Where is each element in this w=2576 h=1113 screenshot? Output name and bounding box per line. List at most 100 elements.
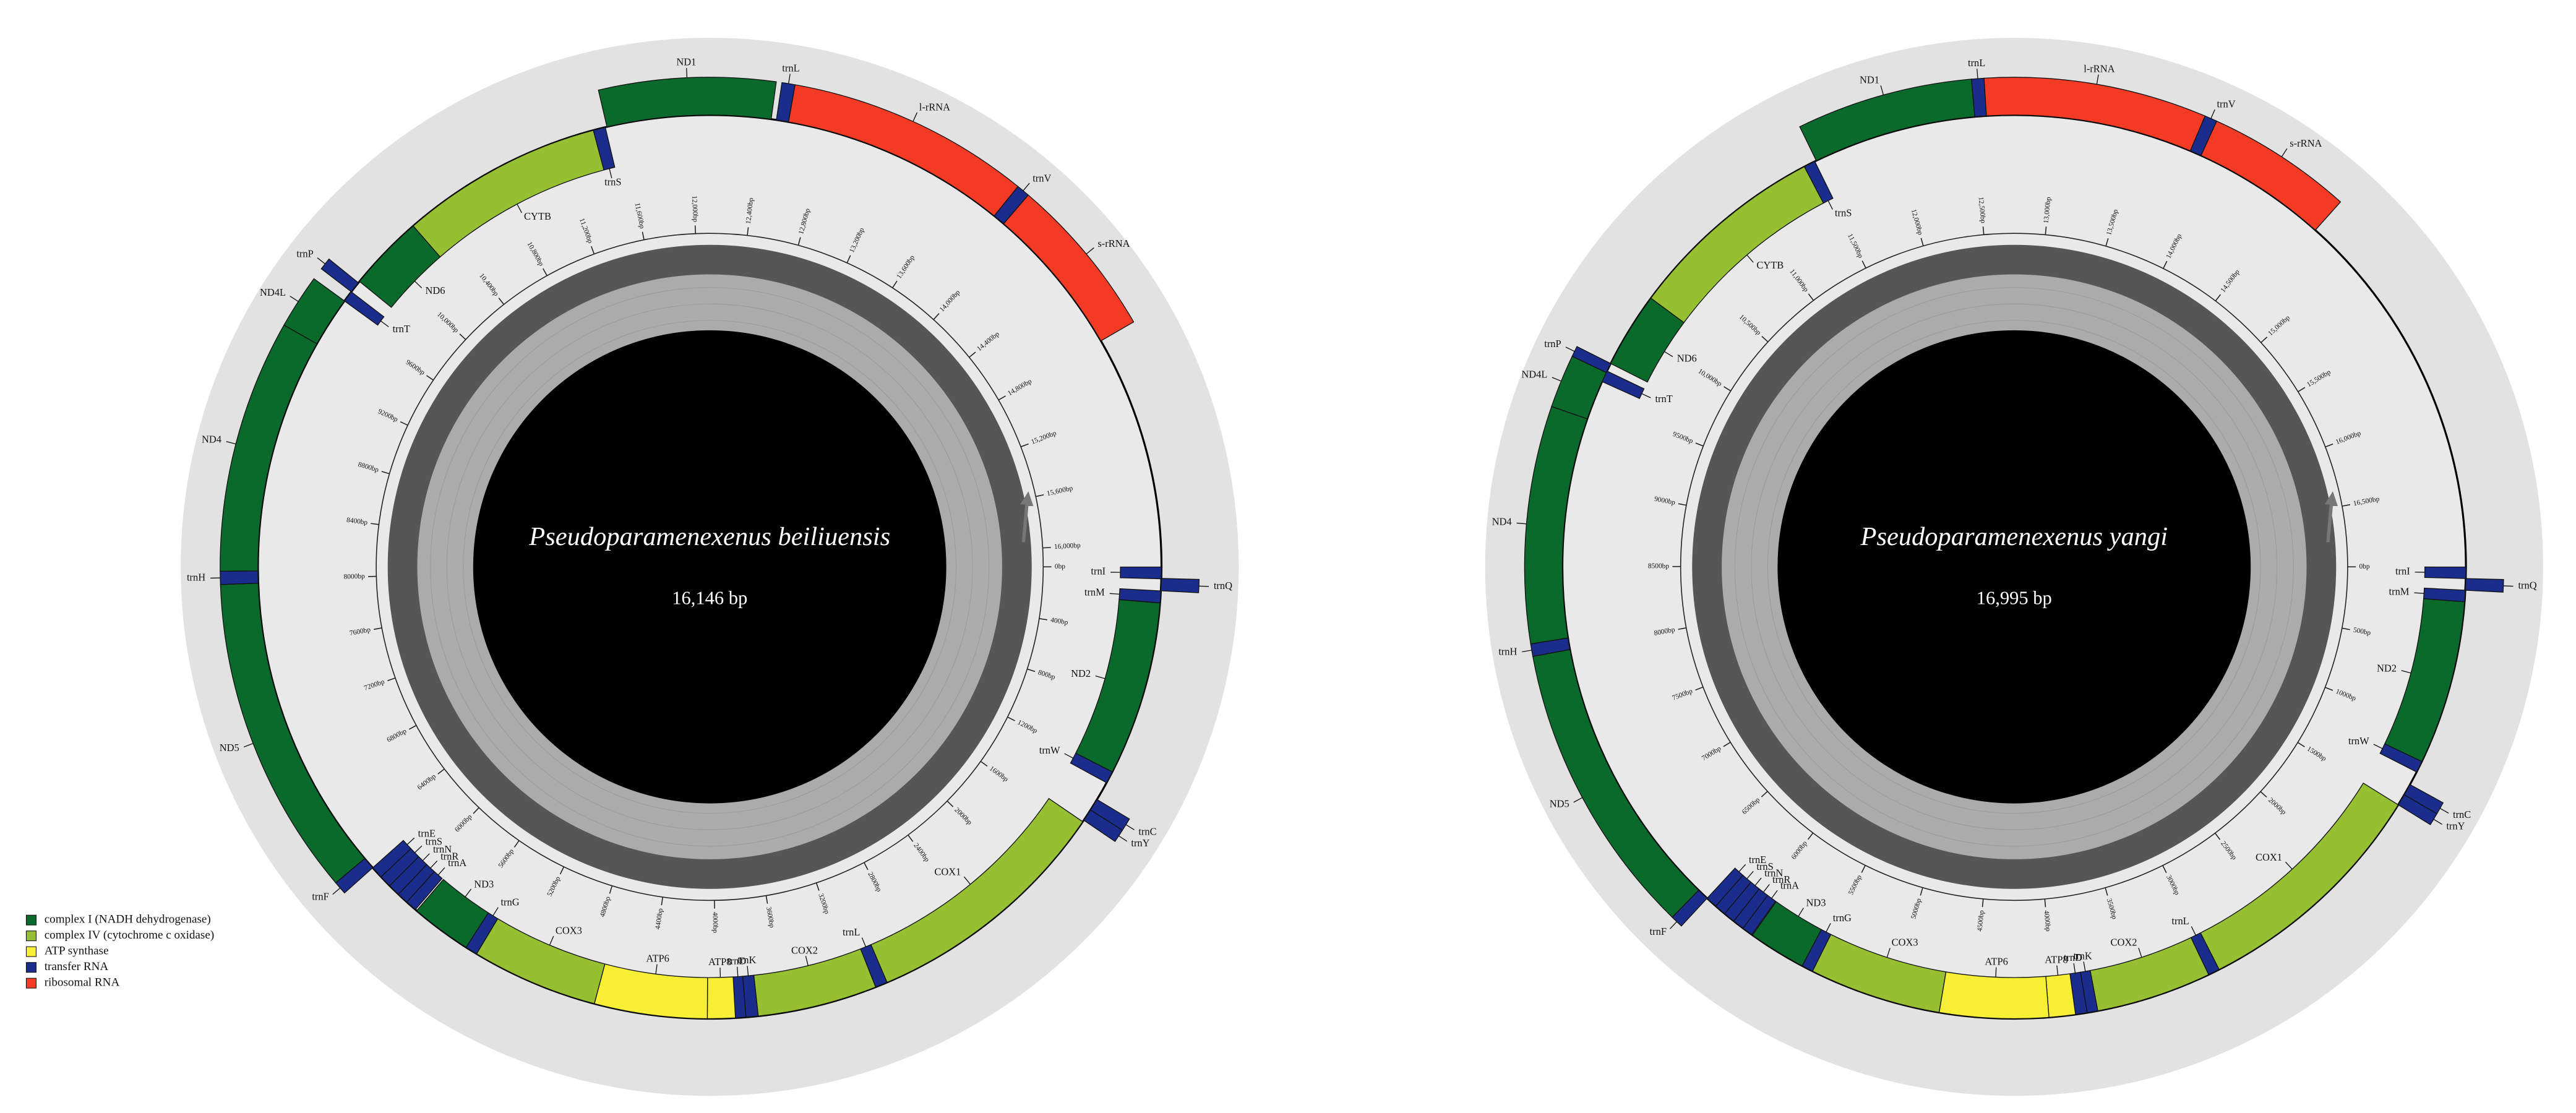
- tick-label: 13,000bp: [2043, 197, 2053, 224]
- tick-label: 4000bp: [711, 912, 719, 934]
- gene-label: ND4L: [1521, 369, 1547, 380]
- label-leader: [2285, 861, 2293, 870]
- gene-label: COX2: [2110, 936, 2137, 948]
- gene-block: [2424, 566, 2467, 579]
- label-leader: [406, 837, 415, 845]
- label-leader: [290, 296, 299, 302]
- tick-label: 9000bp: [1654, 496, 1676, 507]
- tick-mark: [459, 333, 466, 340]
- gene-label: trnI: [2395, 565, 2410, 577]
- gene-label: ND6: [425, 285, 445, 296]
- gene-label: trnN: [1764, 867, 1783, 879]
- gene-block: [1938, 971, 2050, 1020]
- label-leader: [1565, 346, 1575, 352]
- gene-label: trnL: [2171, 915, 2189, 927]
- gene-label: COX3: [556, 924, 582, 936]
- gene-label: ATP8: [708, 956, 732, 968]
- tick-mark: [1861, 260, 1866, 269]
- label-leader: [2433, 819, 2442, 825]
- gene-label: trnM: [1084, 587, 1105, 598]
- tick-label: 4500bp: [1977, 910, 1986, 932]
- tick-label: 0bp: [2359, 563, 2369, 570]
- gene-block: [1751, 901, 1823, 967]
- tick-mark: [815, 882, 820, 891]
- tick-mark: [1982, 226, 1985, 235]
- gene-label: trnS: [1756, 861, 1773, 872]
- gene-label: s-rRNA: [1097, 238, 1130, 249]
- gene-label: trnY: [2446, 820, 2465, 832]
- label-leader: [1125, 824, 1135, 830]
- tick-mark: [2260, 337, 2268, 343]
- legend-swatch: [25, 914, 36, 926]
- gene-label: trnP: [296, 248, 313, 260]
- gene-block: [593, 126, 616, 171]
- tick-mark: [1920, 887, 1923, 896]
- gene-label: trnH: [1498, 646, 1517, 658]
- gene-label: trnN: [433, 843, 452, 855]
- genome-name: Pseudoparamenexenus beiliuensis: [528, 522, 890, 551]
- gene-label: trnM: [2389, 585, 2410, 597]
- tick-mark: [2162, 865, 2167, 874]
- label-leader: [2281, 148, 2288, 157]
- tick-mark: [864, 862, 869, 870]
- tick-mark: [1808, 293, 1814, 301]
- gene-label: trnH: [187, 571, 205, 583]
- genome-name: Pseudoparamenexenus yangi: [1860, 522, 2168, 551]
- gene-label: trnS: [1835, 207, 1852, 218]
- tick-mark: [747, 227, 749, 236]
- gene-label: l-rRNA: [2084, 62, 2114, 74]
- tick-mark: [543, 268, 547, 277]
- label-leader: [2056, 965, 2059, 976]
- gene-label: trnC: [2453, 809, 2471, 820]
- gene-label: trnK: [737, 954, 756, 966]
- ring-guide: [463, 320, 957, 814]
- gene-label: CYTB: [1756, 259, 1784, 271]
- label-leader: [422, 853, 430, 861]
- gene-block: [2465, 578, 2504, 593]
- label-leader: [2191, 926, 2196, 936]
- tick-mark: [2298, 387, 2306, 392]
- center-disc: [1777, 330, 2251, 804]
- gene-block: [2397, 794, 2438, 825]
- tick-mark: [969, 351, 976, 358]
- gene-label: trnK: [2074, 950, 2092, 961]
- label-leader: [1522, 650, 1532, 653]
- tick-mark: [408, 724, 417, 730]
- label-leader: [2401, 670, 2411, 674]
- genome-map: Pseudoparamenexenus yangi 16,995 bp 0bp 500…: [1485, 38, 2543, 1096]
- gene-label: ND2: [1071, 668, 1091, 679]
- tick-mark: [2105, 887, 2108, 896]
- gene-block: [1083, 809, 1123, 842]
- direction-arrow: [2324, 491, 2338, 543]
- label-leader: [1670, 921, 1677, 929]
- tick-label: 4400bp: [654, 908, 664, 930]
- label-leader: [1826, 923, 1831, 932]
- label-leader: [492, 907, 499, 916]
- gene-label: ATP6: [1985, 955, 2008, 967]
- label-leader: [1754, 877, 1762, 886]
- tick-mark: [2297, 742, 2305, 747]
- center-disc: [473, 330, 947, 804]
- label-leader: [380, 320, 389, 327]
- label-leader: [317, 257, 325, 265]
- gene-label: trnQ: [1214, 580, 1232, 591]
- label-leader: [2096, 74, 2099, 85]
- label-leader: [747, 966, 749, 976]
- tick-mark: [473, 807, 479, 814]
- tick-mark: [1724, 386, 1732, 392]
- label-leader: [1977, 69, 1978, 79]
- tick-mark: [980, 760, 988, 767]
- gene-block: [1120, 566, 1162, 580]
- gene-block: [320, 258, 359, 293]
- label-leader: [1109, 593, 1120, 595]
- tick-label: 500bp: [2353, 626, 2372, 637]
- label-leader: [655, 964, 658, 974]
- ring-guide: [1767, 320, 2261, 814]
- tick-mark: [2163, 260, 2168, 269]
- tick-mark: [498, 298, 505, 305]
- gene-label: trnL: [843, 926, 860, 938]
- tick-label: 12,400bp: [745, 197, 755, 225]
- gene-label: trnE: [418, 828, 436, 840]
- ring-guide: [1751, 303, 2278, 830]
